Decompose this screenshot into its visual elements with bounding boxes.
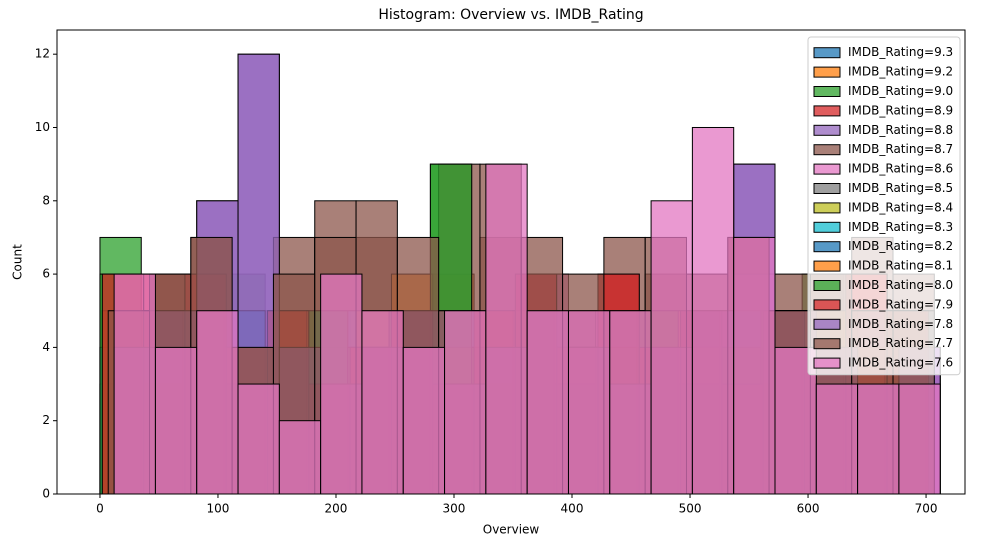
legend-label: IMDB_Rating=8.6: [848, 162, 953, 176]
bar: [444, 310, 487, 495]
legend-swatch: [813, 280, 841, 291]
y-tick-label: 10: [35, 120, 50, 134]
legend-label: IMDB_Rating=7.8: [848, 317, 953, 331]
x-tick-label: 600: [797, 502, 820, 516]
legend-swatch: [813, 144, 841, 156]
y-tick-label: 4: [42, 340, 50, 354]
legend-label: IMDB_Rating=7.7: [848, 336, 953, 350]
bar: [526, 310, 569, 495]
bar: [196, 310, 239, 495]
y-axis-label: Count: [11, 244, 25, 280]
legend-swatch: [813, 338, 841, 350]
legend-label: IMDB_Rating=8.1: [848, 259, 953, 273]
legend-swatch: [813, 86, 841, 97]
legend-label: IMDB_Rating=8.3: [848, 220, 953, 234]
legend-swatch: [813, 105, 841, 117]
legend-label: IMDB_Rating=7.6: [848, 356, 953, 370]
legend-swatch: [813, 260, 841, 272]
y-tick-label: 12: [35, 47, 50, 61]
bar: [361, 310, 404, 495]
bar: [898, 383, 941, 495]
legend-swatch: [813, 66, 841, 78]
bar: [733, 236, 776, 495]
bar: [650, 200, 693, 495]
y-tick-label: 6: [42, 267, 50, 281]
legend-swatch: [813, 318, 841, 330]
legend-swatch: [813, 221, 841, 233]
y-tick-label: 8: [42, 193, 50, 207]
legend-swatch: [813, 47, 841, 59]
bar: [815, 383, 859, 495]
legend-swatch: [813, 124, 841, 136]
x-tick-label: 400: [561, 502, 584, 516]
legend-label: IMDB_Rating=7.9: [848, 297, 953, 311]
bar: [154, 346, 198, 495]
legend-swatch: [813, 241, 841, 253]
legend-label: IMDB_Rating=8.9: [848, 103, 953, 117]
legend-label: IMDB_Rating=8.8: [848, 123, 953, 137]
y-tick-label: 2: [42, 413, 50, 427]
x-tick-label: 100: [207, 502, 230, 516]
plot-frame: [56, 29, 966, 495]
legend-label: IMDB_Rating=8.2: [848, 239, 953, 253]
legend-swatch: [813, 357, 841, 369]
chart-title: Histogram: Overview vs. IMDB_Rating: [378, 7, 643, 23]
bar: [113, 273, 156, 495]
bar: [609, 310, 652, 495]
legend-label: IMDB_Rating=9.2: [848, 65, 953, 79]
bar: [857, 383, 900, 495]
legend-box: [807, 36, 961, 376]
legend-label: IMDB_Rating=9.3: [848, 45, 953, 59]
legend-label: IMDB_Rating=9.0: [848, 84, 953, 98]
x-tick-label: 500: [679, 502, 702, 516]
y-tick-label: 0: [42, 487, 50, 501]
bar: [237, 383, 280, 495]
bar: [402, 346, 446, 495]
bar: [567, 310, 611, 495]
x-tick-label: 200: [325, 502, 348, 516]
x-tick-label: 700: [915, 502, 938, 516]
legend-swatch: [813, 299, 841, 311]
legend-label: IMDB_Rating=8.7: [848, 142, 953, 156]
x-tick-label: 0: [96, 502, 104, 516]
legend-swatch: [813, 202, 841, 214]
bar: [691, 126, 735, 495]
bar: [320, 273, 363, 495]
legend-label: IMDB_Rating=8.5: [848, 181, 953, 195]
legend-swatch: [813, 163, 841, 175]
bar: [278, 420, 322, 495]
legend-label: IMDB_Rating=8.4: [848, 200, 953, 214]
x-tick-label: 300: [443, 502, 466, 516]
bar: [485, 163, 528, 495]
x-axis-label: Overview: [483, 523, 540, 537]
legend-label: IMDB_Rating=8.0: [848, 278, 953, 292]
legend-swatch: [813, 183, 841, 194]
